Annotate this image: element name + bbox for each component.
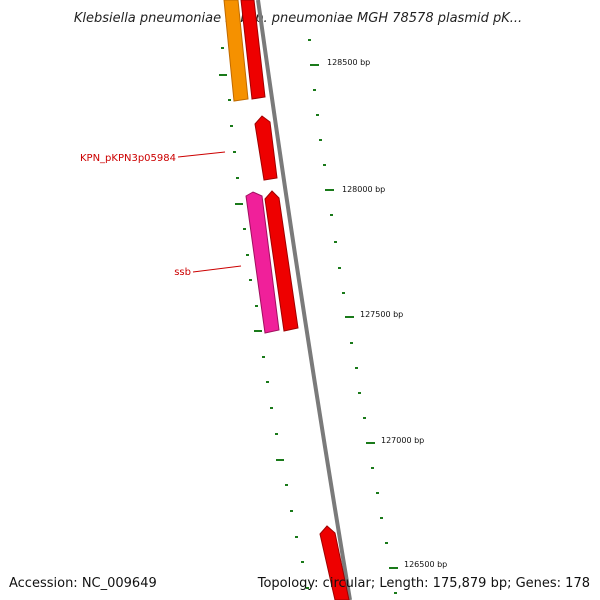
gene-label-leader — [192, 265, 242, 273]
scale-label-126500: 126500 bp — [404, 560, 447, 569]
backbone-line — [256, 0, 352, 600]
gene-orange-arrow — [223, 0, 249, 102]
inner-ticks — [219, 47, 309, 589]
map-title: Klebsiella pneumoniae subsp. pneumoniae … — [74, 11, 522, 26]
gene-ssb-arrow — [245, 191, 280, 334]
gene-red-bottom-arrow — [319, 525, 350, 600]
accession-text: Accession: NC_009649 — [9, 576, 157, 591]
gene-KPN_pKPN3p05984-arrow — [254, 115, 278, 181]
scale-label-127000: 127000 bp — [381, 436, 424, 445]
gene-features — [223, 0, 350, 600]
gene-red-top-arrow — [240, 0, 266, 100]
gene-red-middle-arrow — [264, 190, 299, 332]
outer-ticks — [308, 39, 398, 594]
gene-label-ssb[interactable]: ssb — [174, 267, 191, 278]
scale-label-127500: 127500 bp — [360, 310, 403, 319]
gene-label-leader — [177, 151, 226, 158]
scale-label-128000: 128000 bp — [342, 185, 385, 194]
scale-label-128500: 128500 bp — [327, 58, 370, 67]
gene-label-KPN_pKPN3p05984[interactable]: KPN_pKPN3p05984 — [80, 153, 176, 164]
topology-text: Topology: circular; Length: 175,879 bp; … — [257, 576, 590, 591]
